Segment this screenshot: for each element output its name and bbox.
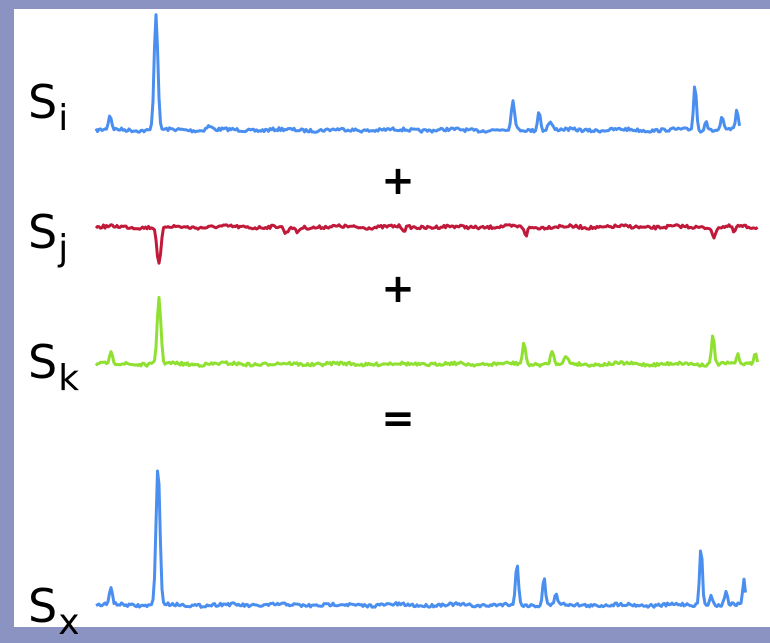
label-sj: Sj [28,205,69,269]
label-sk: Sk [28,335,80,399]
signal-sj-trace [94,223,759,265]
plus-operator-1: + [381,158,415,204]
plus-operator-2: + [381,266,415,312]
label-sx: Sx [28,579,80,643]
label-si: Si [28,75,69,139]
signal-si-trace [94,13,741,134]
signal-sk-trace [94,295,759,368]
diagram-frame: Si Sj Sk Sx + + = [14,9,770,640]
equals-operator: = [381,396,415,442]
signals-plot [94,13,759,609]
signal-sx-trace [95,469,747,609]
